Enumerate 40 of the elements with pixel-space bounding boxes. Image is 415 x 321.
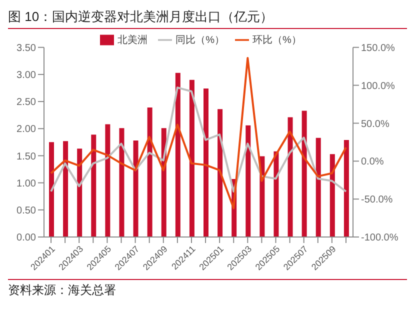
bar: [175, 72, 180, 237]
y2-tick-label: 0.0%: [361, 156, 384, 168]
y-tick-label: 0.00: [16, 232, 36, 244]
y2-tick-label: -100.0%: [361, 232, 398, 244]
bar: [147, 108, 152, 237]
y-tick-label: 0.50: [16, 205, 36, 216]
text: 资料来源：海关总署: [8, 282, 407, 299]
bar: [63, 141, 68, 237]
bar: [246, 125, 251, 237]
bar: [204, 88, 208, 237]
bar: [77, 148, 82, 237]
legend-label: 环比（%）: [252, 35, 302, 46]
bar: [105, 124, 110, 237]
y2-tick-label: 100.0%: [361, 80, 396, 92]
line-series: [50, 86, 347, 192]
legend-label: 同比（%）: [176, 35, 224, 46]
bar: [302, 110, 307, 237]
line-series: [50, 56, 347, 210]
y2-tick-label: 150.0%: [361, 42, 396, 54]
bar: [133, 140, 138, 237]
y2-tick-label: -50.0%: [361, 194, 393, 206]
y-tick-label: 1.00: [16, 178, 36, 190]
bar: [344, 140, 349, 237]
bar: [189, 80, 194, 237]
bar: [119, 128, 124, 237]
bar: [49, 142, 54, 237]
y2-tick-label: 50.0%: [361, 118, 390, 130]
bar: [91, 134, 96, 237]
bar: [218, 109, 223, 237]
bar: [274, 151, 279, 237]
bar: [316, 138, 321, 237]
chart-title: 图 10：国内逆变器对北美洲月度出口（亿元）: [8, 8, 407, 29]
bar: [330, 154, 335, 237]
y-tick-label: 2.50: [16, 97, 36, 108]
y-tick-label: 3.50: [16, 42, 36, 54]
y-tick-label: 1.50: [16, 151, 36, 162]
legend-label: 北美洲: [118, 35, 148, 46]
y-tick-label: 2.00: [16, 124, 36, 136]
y-tick-label: 3.00: [16, 70, 36, 81]
bar: [288, 117, 293, 237]
